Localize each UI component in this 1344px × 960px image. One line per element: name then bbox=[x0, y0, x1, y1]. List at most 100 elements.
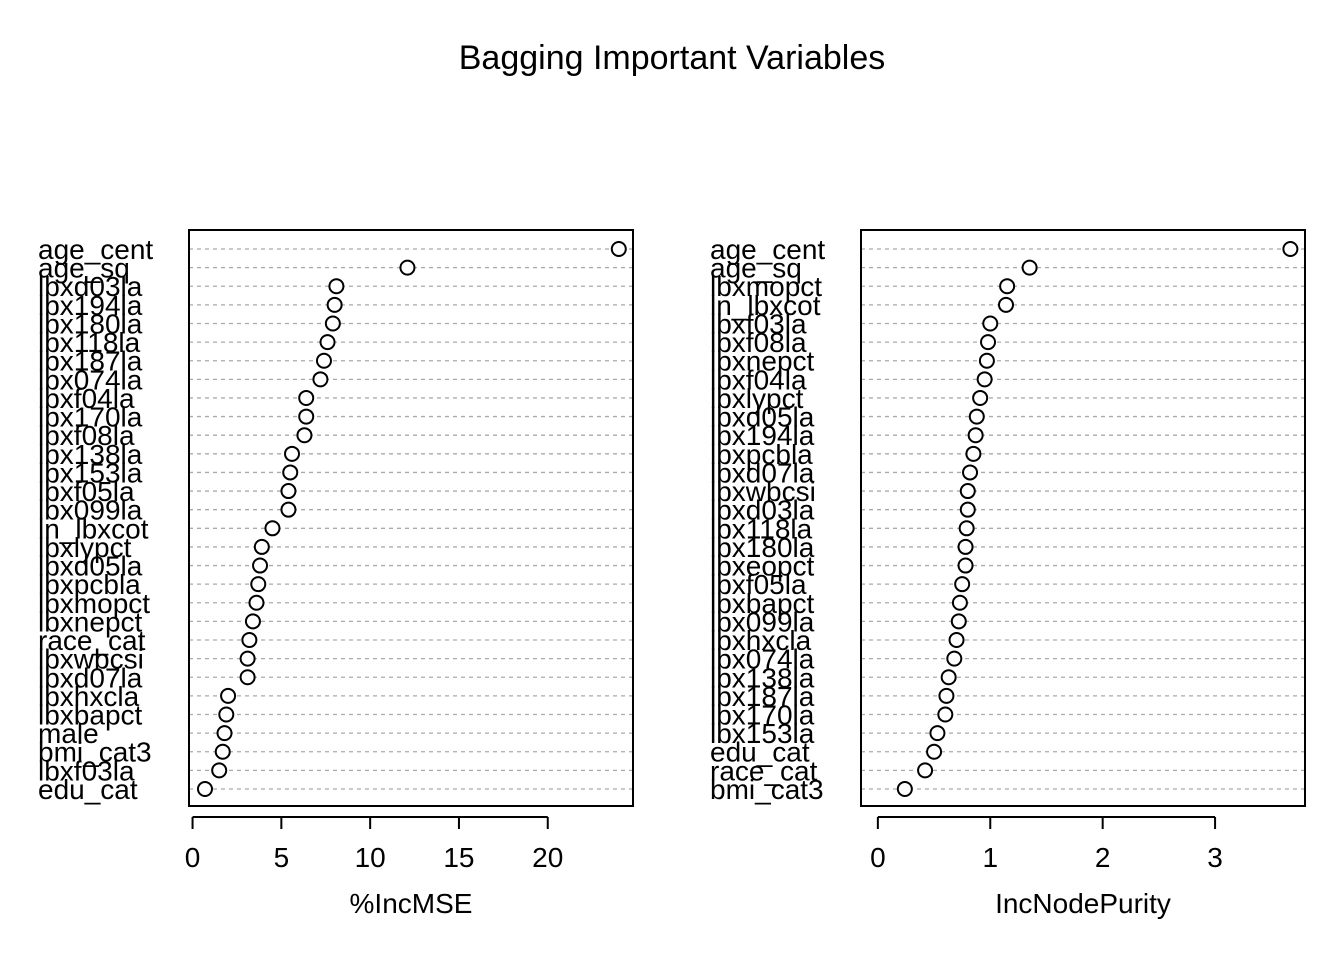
variable-label: lbxf03la bbox=[38, 755, 135, 786]
variable-label: lbxd05la bbox=[38, 551, 143, 582]
variable-label: race_cat bbox=[710, 755, 818, 786]
importance-point bbox=[946, 650, 963, 667]
variable-label: lbx153la bbox=[710, 718, 815, 749]
importance-point bbox=[282, 464, 299, 481]
variable-label: lbxwbcsi bbox=[38, 644, 144, 675]
variable-label: lbxpcbla bbox=[38, 569, 141, 600]
importance-point bbox=[980, 334, 997, 351]
variable-label: lbxeopct bbox=[710, 551, 815, 582]
plot-frame bbox=[188, 229, 634, 807]
variable-label: lbxnepct bbox=[38, 606, 143, 637]
variable-label: lbx138la bbox=[38, 439, 143, 470]
importance-point bbox=[280, 483, 297, 500]
variable-label: lbxnepct bbox=[710, 346, 815, 377]
importance-point bbox=[972, 389, 989, 406]
variable-label: age_cent bbox=[710, 234, 825, 265]
variable-label: lbxwbcsi bbox=[710, 476, 816, 507]
importance-point bbox=[948, 632, 965, 649]
x-tick-label: 2 bbox=[1095, 842, 1111, 873]
variable-label: lbxhxcla bbox=[710, 625, 812, 656]
x-axis-label: %IncMSE bbox=[350, 888, 473, 919]
importance-point bbox=[982, 315, 999, 332]
importance-point bbox=[253, 538, 270, 555]
importance-point bbox=[957, 557, 974, 574]
importance-point bbox=[1282, 241, 1299, 257]
variable-label: lbxhxcla bbox=[38, 681, 140, 712]
importance-point bbox=[324, 315, 341, 332]
variable-label: lbxf04la bbox=[710, 364, 807, 395]
importance-point bbox=[965, 445, 982, 462]
importance-point bbox=[284, 445, 301, 462]
importance-point bbox=[999, 278, 1016, 295]
importance-point bbox=[252, 557, 269, 574]
importance-point bbox=[610, 241, 627, 257]
variable-label: lbxf03la bbox=[710, 308, 807, 339]
importance-point bbox=[998, 296, 1015, 313]
variable-label: lbxf05la bbox=[38, 476, 135, 507]
variable-label: lbxlypct bbox=[38, 532, 132, 563]
importance-point bbox=[250, 576, 267, 593]
variable-label: lbxd03la bbox=[710, 495, 815, 526]
importance-point bbox=[315, 352, 332, 369]
x-tick-label: 20 bbox=[532, 842, 563, 873]
importance-point bbox=[319, 334, 336, 351]
importance-point bbox=[220, 687, 237, 704]
importance-point bbox=[312, 371, 329, 388]
variable-label: lbxmopct bbox=[38, 588, 150, 619]
variable-label: lbx187la bbox=[710, 681, 815, 712]
importance-point bbox=[239, 669, 256, 686]
variable-label: lbx153la bbox=[38, 457, 143, 488]
importance-point bbox=[967, 427, 984, 444]
importance-point bbox=[917, 762, 934, 779]
variable-label: lbx187la bbox=[38, 346, 143, 377]
variable-label: lbxd03la bbox=[38, 271, 143, 302]
variable-label: lbx099la bbox=[710, 606, 815, 637]
variable-label: lbx180la bbox=[710, 532, 815, 563]
variable-label: lbx118la bbox=[38, 327, 141, 358]
importance-point bbox=[296, 427, 313, 444]
variable-label: ln_lbxcot bbox=[38, 513, 149, 544]
variable-label: lbxbapct bbox=[38, 700, 143, 731]
variable-label: lbx074la bbox=[710, 644, 815, 675]
variable-label: lbx099la bbox=[38, 495, 143, 526]
variable-label: lbxf05la bbox=[710, 569, 807, 600]
importance-point bbox=[978, 352, 995, 369]
importance-point bbox=[241, 632, 258, 649]
importance-point bbox=[926, 743, 943, 760]
variable-label: lbx194la bbox=[710, 420, 815, 451]
importance-point bbox=[216, 725, 233, 742]
x-tick-label: 5 bbox=[274, 842, 290, 873]
variable-label: lbxd07la bbox=[710, 457, 815, 488]
x-tick-label: 3 bbox=[1207, 842, 1223, 873]
variable-label: edu_cat bbox=[38, 774, 138, 805]
variable-label: bmi_cat3 bbox=[38, 737, 152, 768]
importance-point bbox=[196, 780, 213, 797]
x-tick-label: 10 bbox=[355, 842, 386, 873]
panel-incnodepurity: age_centage_sqlbxmopctln_lbxcotlbxf03lal… bbox=[710, 229, 1306, 919]
variable-label: lbxf08la bbox=[38, 420, 135, 451]
variable-label: lbx194la bbox=[38, 290, 143, 321]
importance-point bbox=[214, 743, 231, 760]
variable-label: lbxf04la bbox=[38, 383, 135, 414]
variable-label: lbx170la bbox=[38, 402, 143, 433]
importance-point bbox=[929, 725, 946, 742]
importance-point bbox=[326, 296, 343, 313]
variable-label: ln_lbxcot bbox=[710, 290, 821, 321]
x-tick-label: 15 bbox=[443, 842, 474, 873]
variable-label: lbxpcbla bbox=[710, 439, 813, 470]
variable-label: male bbox=[38, 718, 99, 749]
variable-label: race_cat bbox=[38, 625, 146, 656]
variable-label: bmi_cat3 bbox=[710, 774, 824, 805]
variable-label: age_cent bbox=[38, 234, 153, 265]
importance-point bbox=[938, 687, 955, 704]
importance-point bbox=[958, 520, 975, 537]
x-tick-label: 0 bbox=[185, 842, 201, 873]
variable-label: lbx170la bbox=[710, 700, 815, 731]
importance-point bbox=[280, 501, 297, 518]
importance-point bbox=[1021, 259, 1038, 276]
importance-point bbox=[937, 706, 954, 723]
importance-point bbox=[976, 371, 993, 388]
variable-label: lbxbapct bbox=[710, 588, 815, 619]
plot-frame bbox=[860, 229, 1306, 807]
importance-point bbox=[399, 259, 416, 276]
